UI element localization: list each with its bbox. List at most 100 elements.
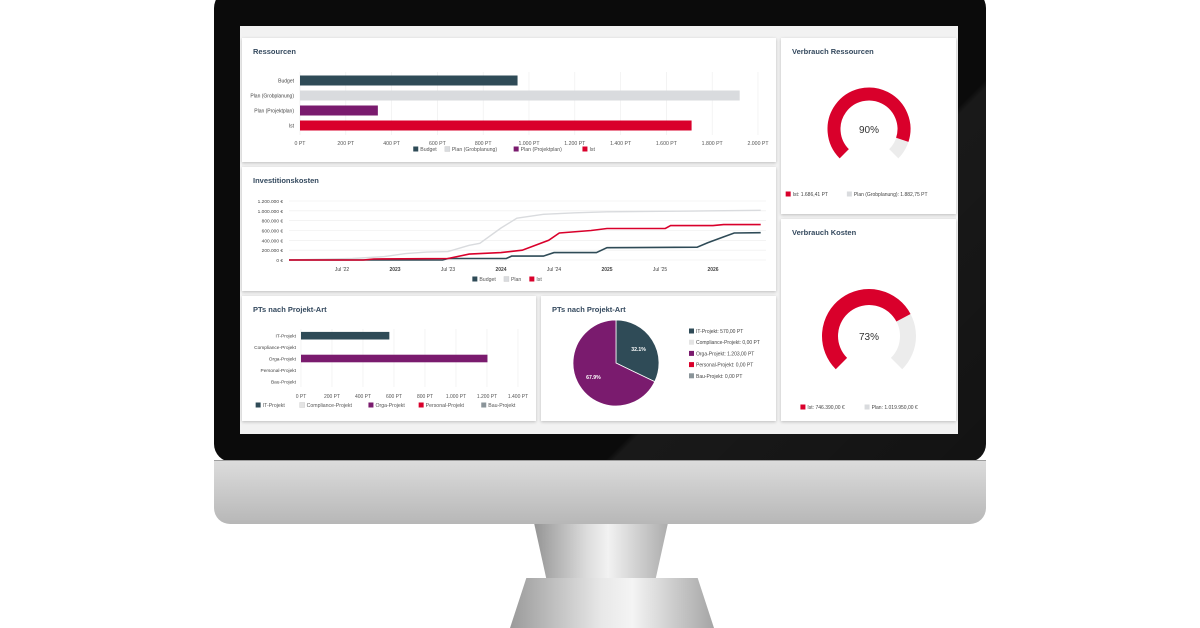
ressourcen-legend-label-plan-grobplanung: Plan (Grobplanung) [452, 147, 498, 153]
pts-bar-legend-swatch-orga-projekt [368, 402, 374, 408]
pts-bar-card: PTs nach Projekt-Art 0 PT 200 PT 400 PT 600… [242, 296, 536, 421]
gauge-legend-label: Plan: 1.019.950,00 € [872, 405, 918, 411]
invest-legend-label-ist: Ist [536, 277, 542, 283]
gauge-legend-swatch [785, 191, 791, 197]
ressourcen-x-tick: 1.400 PT [610, 141, 632, 147]
ressourcen-x-tick: 600 PT [429, 141, 447, 147]
ressourcen-legend-swatch-ist [582, 146, 588, 152]
invest-x-tick: Jul '24 [547, 267, 562, 273]
pts-bar-legend-label-it-projekt: IT-Projekt [263, 403, 286, 409]
pts-bar-x-tick: 1.400 PT [508, 394, 528, 400]
pts-bar-legend-label-orga-projekt: Orga-Projekt [375, 403, 405, 409]
ressourcen-legend-swatch-plan-grobplanung [444, 146, 451, 152]
gauge-legend-swatch [864, 404, 870, 410]
pts-bar-y-label-bau-projekt: Bau-Projekt [271, 379, 297, 385]
ressourcen-y-label-budget: Budget [278, 79, 294, 85]
ressourcen-x-tick: 0 PT [295, 141, 307, 147]
invest-y-tick: 1.000.000 € [258, 209, 284, 215]
monitor-chin [214, 460, 986, 524]
ressourcen-x-tick: 1.000 PT [518, 141, 540, 147]
invest-x-tick: 2026 [707, 267, 718, 273]
pts-bar-title: PTs nach Projekt-Art [253, 305, 327, 314]
ressourcen-bar-budget [300, 75, 518, 86]
invest-y-tick: 400.000 € [262, 238, 284, 244]
ressourcen-x-tick: 1.800 PT [702, 141, 724, 147]
pts-bar-legend-swatch-it-projekt [255, 402, 261, 408]
ressourcen-x-tick: 1.600 PT [656, 141, 678, 147]
pts-bar-x-tick: 0 PT [296, 394, 307, 400]
gauge-legend-label: Plan (Grobplanung): 1.882,75 PT [854, 192, 928, 198]
verbrauch-kosten-card: Verbrauch Kosten 73% Ist: 746.390,00 € Pla… [781, 219, 956, 421]
invest-legend-swatch-ist [529, 276, 535, 282]
ressourcen-chart: 0 PT 200 PT 400 PT 600 PT 800 PT 1.000 PT 1.20… [250, 72, 769, 153]
pts-pie-title: PTs nach Projekt-Art [552, 305, 626, 314]
invest-x-tick: 2023 [389, 267, 400, 273]
ressourcen-legend-swatch-budget [413, 146, 419, 152]
investitionskosten-card: Investitionskosten 1.200.000 € 1.000.000 … [242, 167, 776, 291]
pts-pie-card: PTs nach Projekt-Art 32.1% 67.9% IT-Projek… [541, 296, 776, 421]
pts-bar-x-tick: 800 PT [417, 394, 433, 400]
gauge-percent-label: 73% [859, 332, 879, 343]
pts-bar-chart: 0 PT 200 PT 400 PT 600 PT 800 PT 1.000 PT 1.20… [254, 329, 528, 409]
pts-pie-legend-swatch [689, 328, 694, 334]
invest-legend-label-plan: Plan [511, 277, 521, 283]
pts-bar-legend-label-bau-projekt: Bau-Projekt [488, 403, 516, 409]
pts-bar-y-label-orga-projekt: Orga-Projekt [269, 357, 297, 363]
invest-x-tick: Jul '22 [335, 267, 350, 273]
pts-pie-legend-label: Personal-Projekt: 0,00 PT [696, 363, 753, 369]
invest-legend-label-budget: Budget [479, 277, 496, 283]
invest-y-tick: 200.000 € [262, 248, 284, 254]
pts-pie-legend-swatch [689, 362, 694, 368]
ressourcen-legend-label-ist: Ist [589, 147, 595, 153]
ressourcen-legend-label-budget: Budget [420, 147, 437, 153]
pts-pie-data-label: 32.1% [631, 347, 646, 353]
pts-pie-legend-label: Orga-Projekt: 1.203,00 PT [696, 351, 754, 357]
gauge-legend-swatch [846, 191, 852, 197]
verbrauch-kosten-title: Verbrauch Kosten [792, 228, 857, 237]
pts-bar-y-label-compliance-projekt: Compliance-Projekt [254, 345, 297, 351]
verbrauch-ressourcen-gauge: 90% Ist: 1.686,41 PT Plan (Grobplanung): 1… [785, 87, 928, 198]
ressourcen-title: Ressourcen [253, 47, 296, 56]
ressourcen-legend-swatch-plan-projektplan [513, 146, 519, 152]
invest-line-budget [289, 231, 761, 261]
ressourcen-y-label-ist: Ist [289, 124, 295, 130]
gauge-legend-label: Ist: 746.390,00 € [807, 405, 844, 411]
ressourcen-bar-plan-projektplan [300, 105, 378, 116]
gauge-legend-swatch [800, 404, 806, 410]
invest-line-ist [289, 223, 761, 261]
pts-bar-legend-label-compliance-projekt: Compliance-Projekt [307, 403, 353, 409]
pts-pie-slice-it-projekt [615, 319, 660, 383]
investitionskosten-chart: 1.200.000 € 1.000.000 € 800.000 € 600.000 €… [258, 199, 766, 283]
pts-bar-legend-label-personal-projekt: Personal-Projekt [426, 403, 465, 409]
verbrauch-kosten-gauge: 73% Ist: 746.390,00 € Plan: 1.019.950,00 € [800, 289, 918, 411]
pts-pie-legend-label: Compliance-Projekt: 0,00 PT [696, 340, 760, 346]
pts-bar-x-tick: 600 PT [386, 394, 402, 400]
gauge-value-arc [822, 289, 911, 370]
pts-bar-legend-swatch-compliance-projekt [299, 402, 305, 408]
invest-legend-swatch-plan [503, 276, 510, 282]
gauge-legend-label: Ist: 1.686,41 PT [793, 192, 828, 198]
pts-bar-y-label-it-projekt: IT-Projekt [275, 334, 296, 340]
pts-pie-data-label: 67.9% [586, 375, 601, 381]
gauge-percent-label: 90% [859, 125, 879, 136]
pts-bar-orga-projekt [301, 354, 488, 363]
invest-legend-swatch-budget [472, 276, 478, 282]
invest-y-tick: 600.000 € [262, 229, 284, 235]
pts-pie-legend-swatch [689, 350, 694, 356]
invest-x-tick: Jul '23 [441, 267, 456, 273]
ressourcen-x-tick: 800 PT [475, 141, 493, 147]
ressourcen-card: Ressourcen 0 PT 200 PT 400 PT 600 PT 800 PT 1… [242, 38, 776, 162]
pts-bar-legend-swatch-personal-projekt [418, 402, 424, 408]
pts-bar-x-tick: 400 PT [355, 394, 371, 400]
ressourcen-legend-label-plan-projektplan: Plan (Projektplan) [521, 147, 563, 153]
pts-bar-x-tick: 200 PT [324, 394, 340, 400]
ressourcen-bar-plan-grobplanung [300, 90, 740, 101]
pts-bar-legend-swatch-bau-projekt [481, 402, 487, 408]
monitor-stand-neck [534, 524, 668, 582]
invest-x-tick: 2024 [495, 267, 506, 273]
pts-bar-x-tick: 1.000 PT [446, 394, 466, 400]
invest-x-tick: 2025 [601, 267, 612, 273]
pts-pie-legend-label: IT-Projekt: 570,00 PT [696, 329, 743, 335]
dashboard-screen: Ressourcen 0 PT 200 PT 400 PT 600 PT 800 PT 1… [240, 26, 958, 434]
invest-x-tick: Jul '25 [653, 267, 668, 273]
